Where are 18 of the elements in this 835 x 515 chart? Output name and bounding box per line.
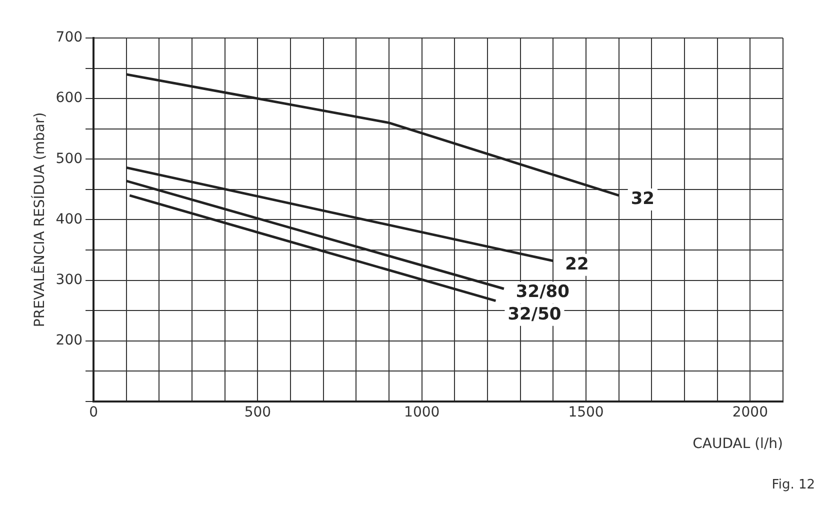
y-tick-label: 400 xyxy=(56,211,83,228)
y-tick-label: 300 xyxy=(56,272,83,288)
series-label: 22 xyxy=(565,254,589,274)
y-tick-label: 500 xyxy=(56,150,83,167)
y-tick-label: 600 xyxy=(56,90,83,106)
x-tick-label: 1500 xyxy=(568,404,604,420)
x-tick-label: 2000 xyxy=(732,404,768,420)
series-label: 32/80 xyxy=(516,282,570,302)
x-tick-label: 1000 xyxy=(404,404,440,420)
x-tick-label: 0 xyxy=(89,404,98,420)
caption: Fig. 12 xyxy=(772,477,815,492)
x-axis-title: CAUDAL (l/h) xyxy=(692,436,783,452)
y-axis-title: PREVALÊNCIA RESÍDUA (mbar) xyxy=(31,112,48,328)
y-tick-label: 200 xyxy=(56,332,83,348)
series-label: 32/50 xyxy=(508,304,562,324)
y-tick-label: 700 xyxy=(56,30,83,46)
series-label: 32 xyxy=(630,188,655,209)
x-tick-label: 500 xyxy=(244,404,272,420)
